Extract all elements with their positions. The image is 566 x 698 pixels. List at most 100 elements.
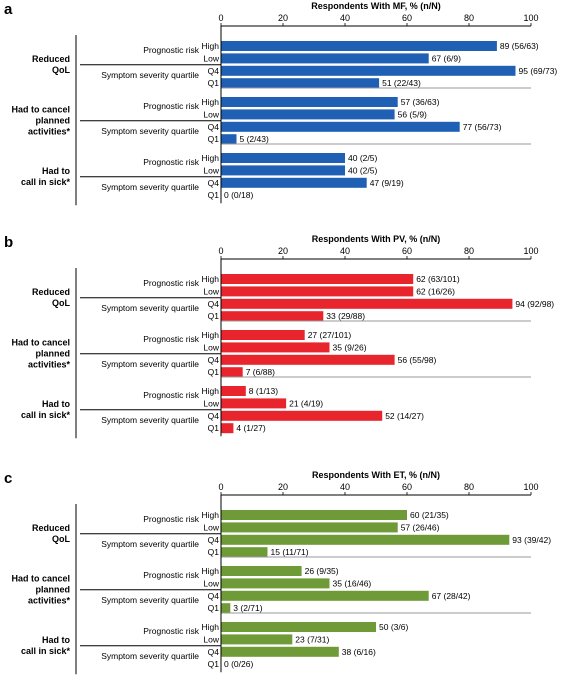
data-label: 0 (0/26) bbox=[224, 659, 253, 669]
level-label: Low bbox=[203, 634, 219, 644]
group-label: Had to cancel bbox=[11, 105, 70, 115]
level-label: High bbox=[202, 330, 220, 340]
data-label: 57 (36/63) bbox=[401, 97, 440, 107]
level-label: Q1 bbox=[208, 78, 220, 88]
level-label: Q4 bbox=[208, 299, 220, 309]
subgroup-label-prognostic-risk: Prognostic risk bbox=[143, 514, 199, 524]
bar bbox=[221, 78, 380, 89]
subgroup-label-symptom-quartile: Symptom severity quartile bbox=[101, 539, 199, 549]
panel-letter: a bbox=[4, 1, 13, 18]
level-label: Q4 bbox=[208, 355, 220, 365]
panel-a: a Respondents With MF, % (n/N) 0 20 40 60 80 10… bbox=[4, 1, 558, 206]
data-label: 95 (69/73) bbox=[519, 66, 558, 76]
subgroup-label-symptom-quartile: Symptom severity quartile bbox=[101, 595, 199, 605]
bar bbox=[221, 590, 429, 601]
bar bbox=[221, 274, 414, 284]
data-label: 51 (22/43) bbox=[382, 78, 421, 88]
data-label: 40 (2/5) bbox=[348, 165, 377, 175]
level-label: Q4 bbox=[208, 535, 220, 545]
level-label: Q4 bbox=[208, 591, 220, 601]
data-label: 8 (1/13) bbox=[249, 386, 278, 396]
data-label: 57 (26/46) bbox=[401, 522, 440, 532]
x-tick-label: 100 bbox=[523, 246, 538, 256]
data-label: 23 (7/31) bbox=[295, 634, 329, 644]
group-label: Had to cancel bbox=[11, 574, 70, 584]
subgroup-label-prognostic-risk: Prognostic risk bbox=[143, 390, 199, 400]
x-axis-title: Respondents With ET, % (n/N) bbox=[312, 470, 440, 480]
level-label: Q1 bbox=[208, 547, 220, 557]
level-label: High bbox=[202, 510, 220, 520]
data-label: 3 (2/71) bbox=[233, 603, 262, 613]
bar bbox=[221, 153, 345, 163]
subgroup-label-prognostic-risk: Prognostic risk bbox=[143, 626, 199, 636]
bar bbox=[221, 622, 376, 632]
level-label: High bbox=[202, 274, 220, 284]
data-label: 26 (9/35) bbox=[305, 566, 339, 576]
x-tick-label: 40 bbox=[340, 246, 350, 256]
subgroup-label-symptom-quartile: Symptom severity quartile bbox=[101, 70, 199, 80]
group-label: Had to bbox=[42, 399, 71, 409]
data-label: 60 (21/35) bbox=[410, 510, 449, 520]
group-label: call in sick* bbox=[21, 177, 71, 187]
subgroup-label-symptom-quartile: Symptom severity quartile bbox=[101, 415, 199, 425]
subgroup-label-prognostic-risk: Prognostic risk bbox=[143, 101, 199, 111]
x-tick-label: 60 bbox=[402, 13, 412, 23]
data-label: 35 (9/26) bbox=[333, 342, 367, 352]
bar bbox=[221, 367, 243, 378]
subgroup-label-prognostic-risk: Prognostic risk bbox=[143, 157, 199, 167]
data-label: 40 (2/5) bbox=[348, 153, 377, 163]
bar bbox=[221, 578, 330, 589]
level-label: Low bbox=[203, 342, 219, 352]
x-tick-label: 0 bbox=[218, 13, 223, 23]
bar bbox=[221, 423, 234, 434]
bar bbox=[221, 121, 460, 132]
data-label: 5 (2/43) bbox=[240, 134, 269, 144]
group-label: Reduced bbox=[32, 523, 70, 533]
bar bbox=[221, 386, 246, 396]
bar bbox=[221, 165, 345, 176]
bar bbox=[221, 298, 513, 309]
level-label: Q1 bbox=[208, 603, 220, 613]
level-label: Q4 bbox=[208, 122, 220, 132]
bar bbox=[221, 646, 339, 657]
bar bbox=[221, 311, 324, 322]
bar bbox=[221, 286, 414, 297]
data-label: 38 (6/16) bbox=[342, 647, 376, 657]
subgroup-label-symptom-quartile: Symptom severity quartile bbox=[101, 651, 199, 661]
subgroup-label-symptom-quartile: Symptom severity quartile bbox=[101, 303, 199, 313]
group-label: planned bbox=[35, 116, 70, 126]
data-label: 35 (16/46) bbox=[333, 578, 372, 588]
level-label: Q1 bbox=[208, 134, 220, 144]
subgroup-label-prognostic-risk: Prognostic risk bbox=[143, 278, 199, 288]
group-label: activities* bbox=[28, 360, 71, 370]
x-tick-label: 80 bbox=[464, 13, 474, 23]
x-tick-label: 0 bbox=[218, 246, 223, 256]
bar bbox=[221, 603, 231, 614]
data-label: 56 (5/9) bbox=[398, 109, 427, 119]
group-label: activities* bbox=[28, 596, 71, 606]
subgroup-label-prognostic-risk: Prognostic risk bbox=[143, 45, 199, 55]
x-axis-title: Respondents With MF, % (n/N) bbox=[311, 1, 440, 11]
x-tick-label: 20 bbox=[278, 246, 288, 256]
group-label: Had to bbox=[42, 166, 71, 176]
subgroup-label-prognostic-risk: Prognostic risk bbox=[143, 334, 199, 344]
group-label: planned bbox=[35, 349, 70, 359]
group-label: activities* bbox=[28, 127, 71, 137]
group-label: QoL bbox=[52, 298, 70, 308]
level-label: Q1 bbox=[208, 311, 220, 321]
bar bbox=[221, 177, 367, 188]
group-label: Had to cancel bbox=[11, 338, 70, 348]
level-label: Low bbox=[203, 109, 219, 119]
level-label: Low bbox=[203, 578, 219, 588]
data-label: 52 (14/27) bbox=[385, 411, 424, 421]
group-label: Had to bbox=[42, 635, 71, 645]
group-label: call in sick* bbox=[21, 410, 71, 420]
data-label: 33 (29/88) bbox=[326, 311, 365, 321]
group-label: QoL bbox=[52, 534, 70, 544]
